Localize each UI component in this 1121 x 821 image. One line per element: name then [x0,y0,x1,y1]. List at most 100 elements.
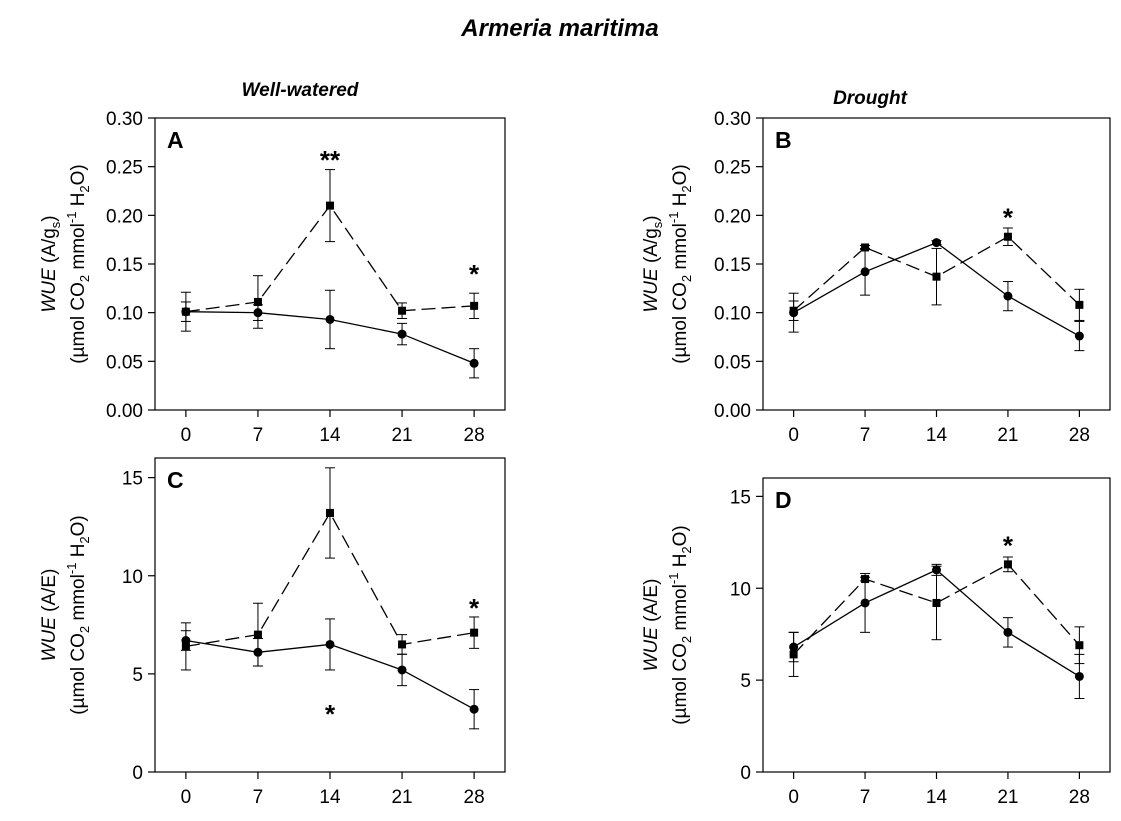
panel-c-series-dashed-point [326,508,334,517]
panel-d-series-dashed-point [932,598,941,607]
panel-b-xtick-label: 0 [788,425,799,446]
panel-a-xtick-label: 0 [181,425,192,446]
panel-b-xtick-label: 28 [1069,425,1090,446]
panel-a-ytick-label: 0.30 [106,109,143,130]
panel-b-series-solid-point [1074,331,1084,341]
panel-c-significance-marker: * [325,699,336,729]
panel-c-xtick-label: 14 [319,787,341,808]
panel-b-series-solid-point [932,238,941,248]
panel-d-ylabel-line1: WUE (A/E) [641,579,662,672]
panel-c-series-solid-point [325,639,335,649]
panel-d-ytick-label: 0 [740,763,751,784]
panel-c-xtick-label: 21 [391,787,412,808]
panel-c-series-dashed-point [398,640,407,649]
panel-c-series-dashed-line [185,511,475,648]
panel-a-ylabel-line1: WUE (A/gs) [39,215,63,312]
panel-b-label: B [775,127,792,153]
panel-a-series-solid-point [325,314,335,324]
panel-d-series-dashed-point [1003,560,1012,569]
panel-d-series-solid-point [1003,627,1013,637]
panel-a-significance-marker: ** [320,145,341,175]
panel-c: 0 5 10 15 0 7 14 21 28 C WUE (A/E)(µmol CO2 mmol-1… [39,457,506,808]
panel-b-ytick-label: 0.20 [714,206,751,227]
panel-b-ylabel-line2: (µmol CO2 mmol-1 H2O) [666,164,694,364]
panel-b-xtick-label: 7 [860,425,871,446]
panel-c-ytick-label: 15 [122,469,143,490]
panel-d-series-solid-point [860,598,870,608]
panel-c-series-solid-point [469,704,479,714]
panel-a: 0.00 0.05 0.10 0.15 0.20 0.25 0.30 0 7 14 21 28 A WUE… [39,109,506,446]
panel-a-ytick-label: 0.25 [106,158,143,179]
column-title-drought: Drought [833,88,908,109]
panel-c-ylabel-line2: (µmol CO2 mmol-1 H2O) [64,515,92,715]
panel-c-label: C [167,467,184,493]
panel-b-ytick-label: 0.25 [714,158,751,179]
panel-b-series-solid-point [1003,291,1013,301]
panel-b-ytick-label: 0.05 [714,352,751,373]
panel-d-series-dashed-point [789,650,798,659]
panel-c-series-dashed-point [470,628,479,637]
panel-d-significance-marker: * [1003,530,1014,560]
panel-a-ylabel-line2: (µmol CO2 mmol-1 H2O) [64,164,92,364]
panel-d-ytick-label: 10 [730,579,751,600]
column-title-well-watered: Well-watered [242,80,359,101]
panel-b-series-solid-point [860,267,870,277]
panel-d-xtick-label: 28 [1069,787,1090,808]
panel-d-series-dashed-point [1075,641,1084,650]
panel-b-series-dashed-point [861,243,870,252]
figure-title: Armeria maritima [460,15,658,42]
panel-b-series-dashed-point [789,306,798,315]
panel-b-xtick-label: 21 [997,425,1018,446]
panel-d-series-dashed-line [793,563,1080,655]
panel-b-series-dashed-point [1003,232,1012,241]
panel-b-ytick-label: 0.00 [714,401,751,422]
panel-a-xtick-label: 7 [253,425,264,446]
panel-d-xtick-label: 21 [997,787,1018,808]
panel-d-ylabel-line2: (µmol CO2 mmol-1 H2O) [666,525,694,725]
panel-a-series-dashed-point [253,297,262,306]
panel-c-xtick-label: 0 [181,787,192,808]
panel-b-xtick-label: 14 [926,425,948,446]
panel-c-ylabel-line1: WUE (A/E) [39,569,60,662]
panel-c-ytick-label: 0 [132,763,143,784]
panel-d-xtick-label: 0 [788,787,799,808]
panel-a-ytick-label: 0.20 [106,206,143,227]
panel-b: 0.00 0.05 0.10 0.15 0.20 0.25 0.30 0 7 14 21 28 B WUE… [641,109,1111,446]
panel-a-series-solid-point [469,358,479,368]
panel-d-xtick-label: 14 [926,787,948,808]
panel-b-ytick-label: 0.15 [714,255,751,276]
panel-c-series-dashed-point [181,642,190,651]
panel-a-ytick-label: 0.10 [106,304,143,325]
panel-d-series-solid-point [1074,671,1084,681]
panel-b-ylabel-line1: WUE (A/gs) [641,215,665,312]
panel-c-series-dashed-point [253,630,262,639]
panel-a-significance-marker: * [469,259,480,289]
panel-d-xtick-label: 7 [860,787,871,808]
panel-a-series-dashed-point [181,307,190,316]
panel-a-series-dashed-point [326,201,334,210]
panel-a-ytick-label: 0.05 [106,352,143,373]
panel-a-ytick-label: 0.00 [106,401,143,422]
panel-c-series-solid-point [397,665,407,675]
panel-d: 0 5 10 15 0 7 14 21 28 D WUE (A/E)(µmol CO2 mmol-1… [641,477,1111,808]
panel-a-series-solid-point [397,329,407,339]
panel-c-ytick-label: 5 [132,665,143,686]
panel-b-series-dashed-point [932,272,941,281]
panel-a-series-dashed-point [470,301,479,310]
panel-b-ytick-label: 0.30 [714,109,751,130]
panel-c-ytick-label: 10 [122,567,143,588]
panel-c-xtick-label: 7 [253,787,264,808]
panel-d-ytick-label: 5 [740,671,751,692]
panel-b-significance-marker: * [1003,202,1014,232]
panel-b-ytick-label: 0.10 [714,304,751,325]
panel-d-ytick-label: 15 [730,487,751,508]
panel-a-xtick-label: 21 [391,425,412,446]
panel-a-ytick-label: 0.15 [106,255,143,276]
panel-c-xtick-label: 28 [464,787,485,808]
panel-c-significance-marker: * [469,593,480,623]
panel-b-series-dashed-point [1075,300,1084,309]
panel-d-series-dashed-point [861,575,870,584]
panel-d-label: D [775,487,792,513]
panel-a-xtick-label: 28 [464,425,485,446]
